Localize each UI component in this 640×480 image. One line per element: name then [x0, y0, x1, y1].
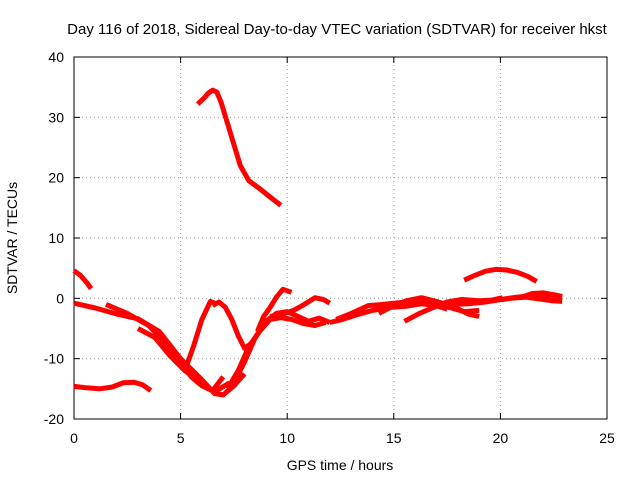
y-tick-label: 10 — [48, 230, 64, 246]
series-line-arc-11 — [255, 286, 293, 333]
y-tick-label: 20 — [48, 170, 64, 186]
series-line-arc-12 — [269, 295, 332, 319]
x-tick-label: 10 — [279, 430, 295, 446]
series-line-arc-19 — [463, 266, 538, 284]
y-tick-label: 30 — [48, 109, 64, 125]
series-line-arc-10 — [225, 315, 327, 391]
series-line-arc-6 — [184, 298, 216, 366]
x-axis-label: GPS time / hours — [287, 457, 394, 473]
series-line-arc-5 — [136, 326, 226, 394]
x-tick-label: 20 — [493, 430, 509, 446]
grid — [74, 57, 607, 419]
y-tick-label: 0 — [56, 290, 64, 306]
x-tick-label: 0 — [70, 430, 78, 446]
series-line-arc-8 — [211, 299, 253, 351]
x-tick-label: 15 — [386, 430, 402, 446]
series-line-arc-7 — [195, 87, 283, 208]
series-line-arc-2 — [73, 379, 153, 393]
series-line-arc-20 — [520, 290, 563, 300]
y-tick-label: -10 — [44, 351, 64, 367]
series-layer — [72, 87, 563, 398]
x-tick-label: 5 — [177, 430, 185, 446]
x-axis-ticks: 0 5 10 15 20 25 — [70, 57, 615, 446]
y-axis-ticks: 40 30 20 10 0 -10 -20 — [44, 49, 607, 427]
x-tick-label: 25 — [599, 430, 615, 446]
series-line-arc-1 — [72, 268, 94, 291]
y-tick-label: -20 — [44, 411, 64, 427]
plot-frame — [73, 56, 608, 420]
y-tick-label: 40 — [48, 49, 64, 65]
chart-title: Day 116 of 2018, Sidereal Day-to-day VTE… — [67, 21, 607, 38]
y-axis-label: SDTVAR / TECUs — [4, 182, 20, 294]
series-line-arc-15 — [377, 295, 480, 319]
